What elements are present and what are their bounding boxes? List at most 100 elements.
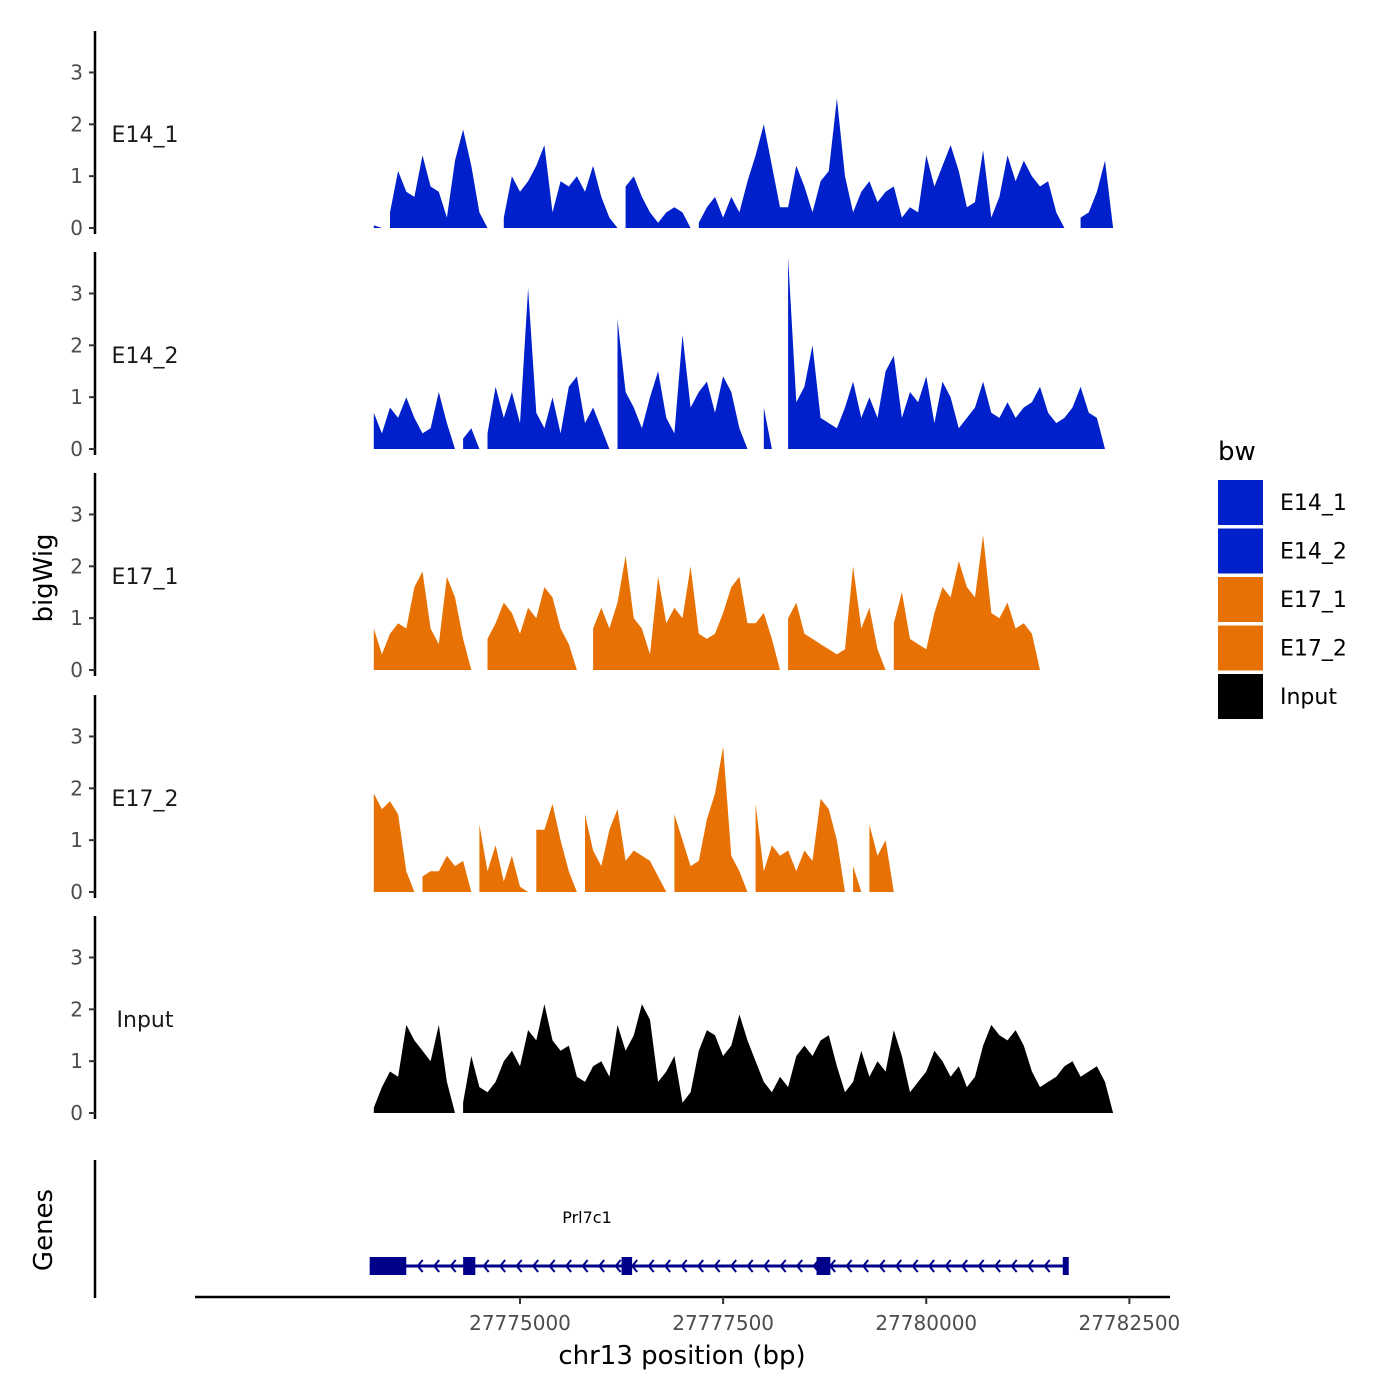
strand-arrow xyxy=(762,1259,770,1273)
x-tick-label: 27775000 xyxy=(469,1311,571,1335)
track-label: Input xyxy=(117,1008,174,1033)
y-tick-label: 0 xyxy=(70,1101,83,1125)
strand-arrow xyxy=(663,1259,671,1273)
legend-label: Input xyxy=(1280,685,1337,710)
gene-exon xyxy=(621,1257,633,1275)
strand-arrow xyxy=(977,1259,985,1273)
strand-arrow xyxy=(548,1259,556,1273)
strand-arrow xyxy=(416,1259,424,1273)
legend-label: E14_1 xyxy=(1280,491,1347,516)
y-tick-label: 3 xyxy=(70,724,83,748)
legend-label: E17_1 xyxy=(1280,588,1347,613)
y-tick-label: 2 xyxy=(70,333,83,357)
legend-swatch xyxy=(1218,528,1263,574)
strand-arrow xyxy=(581,1259,589,1273)
y-tick-label: 0 xyxy=(70,880,83,904)
x-axis-title: chr13 position (bp) xyxy=(558,1341,805,1371)
track-e14-1: 0 1 2 3 E14_1 xyxy=(70,31,1114,240)
gene-track: Prl7c1 xyxy=(93,1160,1069,1298)
strand-arrow xyxy=(432,1259,440,1273)
strand-arrow xyxy=(894,1259,902,1273)
strand-arrow xyxy=(795,1259,803,1273)
strand-arrow xyxy=(498,1259,506,1273)
y-tick-label: 3 xyxy=(70,502,83,526)
signal-area-e17-1 xyxy=(373,535,1040,670)
y-tick-label: 3 xyxy=(70,281,83,305)
y-tick-label: 2 xyxy=(70,997,83,1021)
strand-arrow xyxy=(564,1259,572,1273)
strand-arrow xyxy=(482,1259,490,1273)
y-tick-label: 1 xyxy=(70,1049,83,1073)
strand-arrow xyxy=(993,1259,1001,1273)
strand-arrow xyxy=(729,1259,737,1273)
x-axis: 27775000 27777500 27780000 27782500 xyxy=(195,1295,1180,1335)
legend-swatch xyxy=(1218,674,1263,719)
track-e17-1: 0 1 2 3 E17_1 xyxy=(70,473,1040,682)
gene-exon xyxy=(816,1257,831,1275)
signal-area-input xyxy=(373,1004,1114,1113)
signal-area-e14-1 xyxy=(373,98,1114,229)
y-tick-label: 0 xyxy=(70,658,83,682)
track-e14-2: 0 1 2 3 E14_2 xyxy=(70,252,1105,461)
y-tick-label: 2 xyxy=(70,112,83,136)
track-label: E17_2 xyxy=(112,787,179,812)
strand-arrow xyxy=(614,1259,622,1273)
x-tick-label: 27777500 xyxy=(672,1311,774,1335)
track-label: E14_2 xyxy=(112,344,179,369)
strand-arrow xyxy=(911,1259,919,1273)
legend-swatch xyxy=(1218,480,1263,525)
strand-arrow xyxy=(449,1259,457,1273)
y-axis-title: bigWig xyxy=(29,533,59,622)
track-label: E17_1 xyxy=(112,565,179,590)
y-tick-label: 0 xyxy=(70,216,83,240)
strand-arrow xyxy=(1043,1259,1051,1273)
gene-exon xyxy=(1062,1257,1069,1275)
legend-label: E17_2 xyxy=(1280,637,1347,662)
track-e17-2: 0 1 2 3 E17_2 xyxy=(70,695,894,904)
strand-arrow xyxy=(515,1259,523,1273)
y-tick-label: 2 xyxy=(70,776,83,800)
gene-exon xyxy=(369,1257,407,1275)
strand-arrow xyxy=(630,1259,638,1273)
y-tick-label: 3 xyxy=(70,60,83,84)
strand-arrow xyxy=(878,1259,886,1273)
gene-exon xyxy=(463,1257,476,1275)
strand-arrow xyxy=(944,1259,952,1273)
legend-swatch xyxy=(1218,625,1263,671)
y-tick-label: 0 xyxy=(70,437,83,461)
signal-tracks: 0 1 2 3 E14_1 0 1 2 3 E14_2 0 1 2 3 E17_1 0 1 2 3 E17_2 0 1 2 3… xyxy=(70,31,1114,1125)
strand-arrow xyxy=(531,1259,539,1273)
strand-arrow xyxy=(845,1259,853,1273)
strand-arrow xyxy=(713,1259,721,1273)
signal-area-e17-2 xyxy=(373,746,894,892)
signal-area-e14-2 xyxy=(373,257,1105,449)
y-tick-label: 3 xyxy=(70,945,83,969)
strand-arrow xyxy=(861,1259,869,1273)
legend-label: E14_2 xyxy=(1280,540,1347,565)
strand-arrow xyxy=(597,1259,605,1273)
y-tick-label: 1 xyxy=(70,828,83,852)
x-tick-label: 27780000 xyxy=(875,1311,977,1335)
strand-arrow xyxy=(746,1259,754,1273)
y-tick-label: 1 xyxy=(70,385,83,409)
strand-arrow xyxy=(927,1259,935,1273)
legend-title: bw xyxy=(1218,437,1256,467)
genes-axis-title: Genes xyxy=(29,1189,59,1271)
strand-arrow xyxy=(1026,1259,1034,1273)
strand-arrow xyxy=(960,1259,968,1273)
y-tick-label: 2 xyxy=(70,554,83,578)
strand-arrow xyxy=(647,1259,655,1273)
track-input: 0 1 2 3 Input xyxy=(70,916,1114,1125)
legend: bw E14_1 E14_2 E17_1 E17_2 Input xyxy=(1218,437,1347,719)
y-tick-label: 1 xyxy=(70,164,83,188)
strand-arrow xyxy=(680,1259,688,1273)
strand-arrow xyxy=(779,1259,787,1273)
strand-arrow xyxy=(1010,1259,1018,1273)
y-tick-label: 1 xyxy=(70,606,83,630)
legend-swatch xyxy=(1218,577,1263,622)
strand-arrow xyxy=(696,1259,704,1273)
track-label: E14_1 xyxy=(112,123,179,148)
gene-label: Prl7c1 xyxy=(562,1208,612,1227)
x-tick-label: 27782500 xyxy=(1078,1311,1180,1335)
